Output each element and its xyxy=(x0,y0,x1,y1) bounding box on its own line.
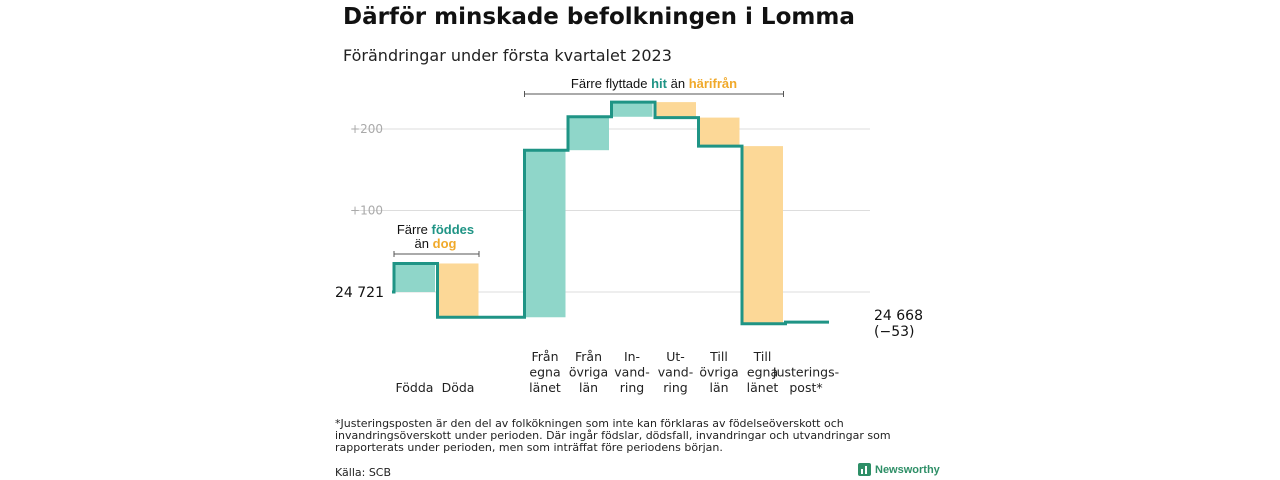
labels-layer: Födda DödaFrånegnalänetFrånövrigalänIn-va… xyxy=(335,285,923,395)
category-label: post* xyxy=(789,380,822,395)
category-label: övriga xyxy=(569,365,608,380)
category-label: län xyxy=(579,380,598,395)
category-label: ring xyxy=(663,380,687,395)
category-label: länet xyxy=(529,380,561,395)
category-label: Födda xyxy=(396,380,434,395)
waterfall-bar xyxy=(437,263,479,318)
brand-name: Newsworthy xyxy=(875,463,940,476)
category-label: Från xyxy=(531,349,558,364)
waterfall-bar xyxy=(655,102,696,118)
line-layer xyxy=(392,100,829,326)
waterfall-bar xyxy=(698,117,740,147)
waterfall-bar xyxy=(611,102,653,117)
category-label: Justerings- xyxy=(772,365,839,380)
category-label: egna xyxy=(529,365,560,380)
category-label: länet xyxy=(747,380,779,395)
y-tick-label: +100 xyxy=(350,204,383,218)
category-label: In- xyxy=(624,349,640,364)
end-value-label: 24 668 xyxy=(874,308,923,324)
annotation-births-line2: än dog xyxy=(415,236,457,251)
waterfall-bar xyxy=(394,263,435,292)
chart-title: Därför minskade befolkningen i Lomma xyxy=(343,4,855,30)
category-label: Från xyxy=(575,349,602,364)
end-change-label: (−53) xyxy=(874,324,914,340)
bar-chart-icon xyxy=(858,463,871,476)
category-label: vand- xyxy=(614,365,649,380)
footnote: *Justeringsposten är den del av folkökni… xyxy=(335,417,891,454)
category-label: Ut- xyxy=(666,349,685,364)
category-label: Till xyxy=(709,349,728,364)
waterfall-bar xyxy=(568,116,609,151)
brand-logo: Newsworthy xyxy=(858,463,940,476)
start-value-label: 24 721 xyxy=(335,285,384,301)
category-label: Döda xyxy=(442,380,475,395)
category-label: ring xyxy=(620,380,644,395)
category-label: Till xyxy=(753,349,772,364)
bars-layer xyxy=(394,102,783,324)
cumulative-step-line xyxy=(392,100,829,326)
annotation-births-line1: Färre föddes xyxy=(397,222,474,237)
y-tick-label: +200 xyxy=(350,122,383,136)
category-label: egna xyxy=(747,365,778,380)
waterfall-chart: +100+200 Födda DödaFrånegnalänetFrånövrig… xyxy=(335,76,923,395)
chart-subtitle: Förändringar under första kvartalet 2023 xyxy=(343,46,672,65)
annotation-migration: Färre flyttade hit än härifrån xyxy=(571,76,737,91)
category-label: övriga xyxy=(699,365,738,380)
category-label: län xyxy=(709,380,728,395)
waterfall-bar xyxy=(742,146,783,324)
source-label: Källa: SCB xyxy=(335,466,392,479)
category-label: vand- xyxy=(658,365,693,380)
waterfall-bar xyxy=(524,150,566,318)
